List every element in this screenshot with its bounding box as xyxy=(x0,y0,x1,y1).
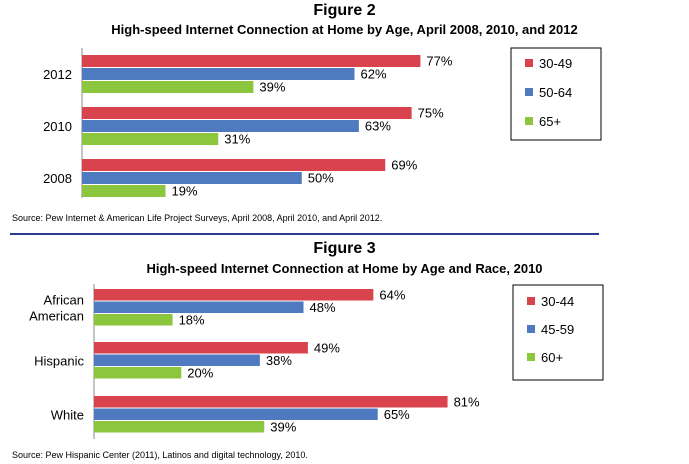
legend-swatch xyxy=(527,297,535,305)
section-divider xyxy=(10,233,599,235)
data-label: 75% xyxy=(418,106,444,121)
bar xyxy=(94,396,448,408)
figure-3-label: Figure 3 xyxy=(313,240,376,257)
legend-swatch xyxy=(525,59,533,67)
category-label: 2010 xyxy=(43,119,72,134)
legend-entry: 45-59 xyxy=(541,322,574,337)
data-label: 18% xyxy=(179,312,205,327)
legend-swatch xyxy=(527,353,535,361)
data-label: 19% xyxy=(172,184,198,199)
data-label: 50% xyxy=(308,171,334,186)
data-label: 65% xyxy=(384,407,410,422)
bar xyxy=(82,81,254,93)
data-label: 63% xyxy=(365,119,391,134)
bar xyxy=(94,289,374,301)
bar xyxy=(82,120,359,132)
figure-3-source: Source: Pew Hispanic Center (2011), Lati… xyxy=(12,450,308,460)
bar xyxy=(94,421,265,433)
bar xyxy=(94,354,260,366)
bar xyxy=(82,55,421,67)
bar xyxy=(82,159,386,171)
data-label: 39% xyxy=(259,80,285,95)
data-label: 39% xyxy=(270,419,296,434)
data-label: 31% xyxy=(224,132,250,147)
data-label: 48% xyxy=(310,300,336,315)
legend-entry: 30-44 xyxy=(541,294,574,309)
legend-entry: 60+ xyxy=(541,350,563,365)
data-label: 62% xyxy=(360,67,386,82)
category-label: Hispanic xyxy=(34,353,84,368)
figure-2-source: Source: Pew Internet & American Life Pro… xyxy=(12,213,383,223)
data-label: 64% xyxy=(379,287,405,302)
bar xyxy=(82,107,412,119)
legend-entry: 50-64 xyxy=(539,85,572,100)
legend-entry: 30-49 xyxy=(539,56,572,71)
data-label: 49% xyxy=(314,340,340,355)
data-label: 38% xyxy=(266,353,292,368)
bar xyxy=(82,133,219,145)
data-label: 20% xyxy=(187,365,213,380)
bar xyxy=(94,408,378,420)
figure-3-title: High-speed Internet Connection at Home b… xyxy=(146,261,543,276)
data-label: 69% xyxy=(391,158,417,173)
legend-swatch xyxy=(525,88,533,96)
category-label: 2008 xyxy=(43,171,72,186)
data-label: 81% xyxy=(454,394,480,409)
category-label: 2012 xyxy=(43,67,72,82)
category-label: White xyxy=(51,407,84,422)
figure-2-label: Figure 2 xyxy=(313,2,376,19)
data-label: 77% xyxy=(426,54,452,69)
bar xyxy=(94,314,173,326)
bar xyxy=(94,367,182,379)
figure-2-title: High-speed Internet Connection at Home b… xyxy=(111,22,578,37)
bar xyxy=(94,301,304,313)
legend-swatch xyxy=(525,117,533,125)
category-label: African American xyxy=(29,292,84,323)
bar xyxy=(82,185,166,197)
bar xyxy=(82,172,302,184)
bar xyxy=(94,342,308,354)
legend-swatch xyxy=(527,325,535,333)
legend-entry: 65+ xyxy=(539,114,561,129)
bar xyxy=(82,68,355,80)
